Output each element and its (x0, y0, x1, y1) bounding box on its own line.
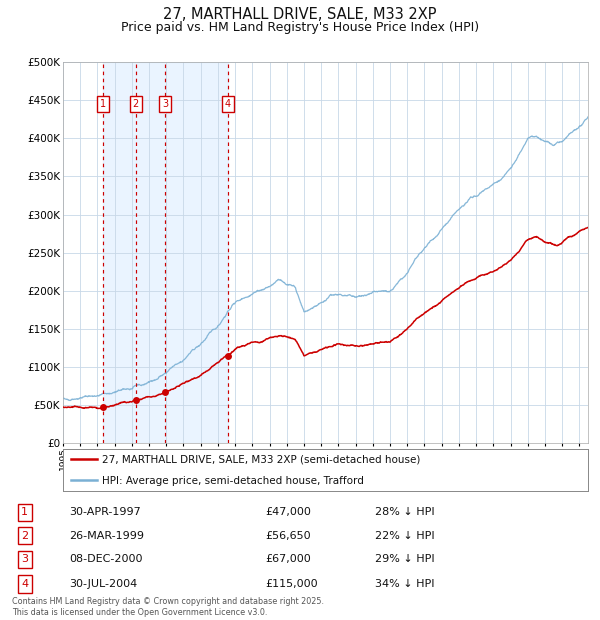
Text: 27, MARTHALL DRIVE, SALE, M33 2XP (semi-detached house): 27, MARTHALL DRIVE, SALE, M33 2XP (semi-… (103, 454, 421, 464)
Text: 28% ↓ HPI: 28% ↓ HPI (375, 507, 434, 517)
Bar (103, 62, 228, 443)
Text: 27, MARTHALL DRIVE, SALE, M33 2XP: 27, MARTHALL DRIVE, SALE, M33 2XP (163, 7, 437, 22)
Text: 29% ↓ HPI: 29% ↓ HPI (375, 554, 434, 564)
Text: 4: 4 (21, 579, 28, 589)
Text: 3: 3 (162, 99, 168, 109)
Text: £67,000: £67,000 (265, 554, 311, 564)
Text: 1: 1 (21, 507, 28, 517)
Text: 1: 1 (100, 99, 106, 109)
Text: 30-JUL-2004: 30-JUL-2004 (70, 579, 138, 589)
Text: £56,650: £56,650 (265, 531, 311, 541)
Text: Price paid vs. HM Land Registry's House Price Index (HPI): Price paid vs. HM Land Registry's House … (121, 21, 479, 34)
Text: 2: 2 (21, 531, 28, 541)
Text: 30-APR-1997: 30-APR-1997 (70, 507, 142, 517)
Text: 4: 4 (225, 99, 231, 109)
Text: HPI: Average price, semi-detached house, Trafford: HPI: Average price, semi-detached house,… (103, 476, 364, 485)
Text: £115,000: £115,000 (265, 579, 318, 589)
Text: £47,000: £47,000 (265, 507, 311, 517)
Text: 08-DEC-2000: 08-DEC-2000 (70, 554, 143, 564)
Text: 26-MAR-1999: 26-MAR-1999 (70, 531, 145, 541)
Text: 3: 3 (21, 554, 28, 564)
Text: 34% ↓ HPI: 34% ↓ HPI (375, 579, 434, 589)
Text: 2: 2 (133, 99, 139, 109)
Text: 22% ↓ HPI: 22% ↓ HPI (375, 531, 434, 541)
Text: Contains HM Land Registry data © Crown copyright and database right 2025.
This d: Contains HM Land Registry data © Crown c… (12, 598, 324, 617)
